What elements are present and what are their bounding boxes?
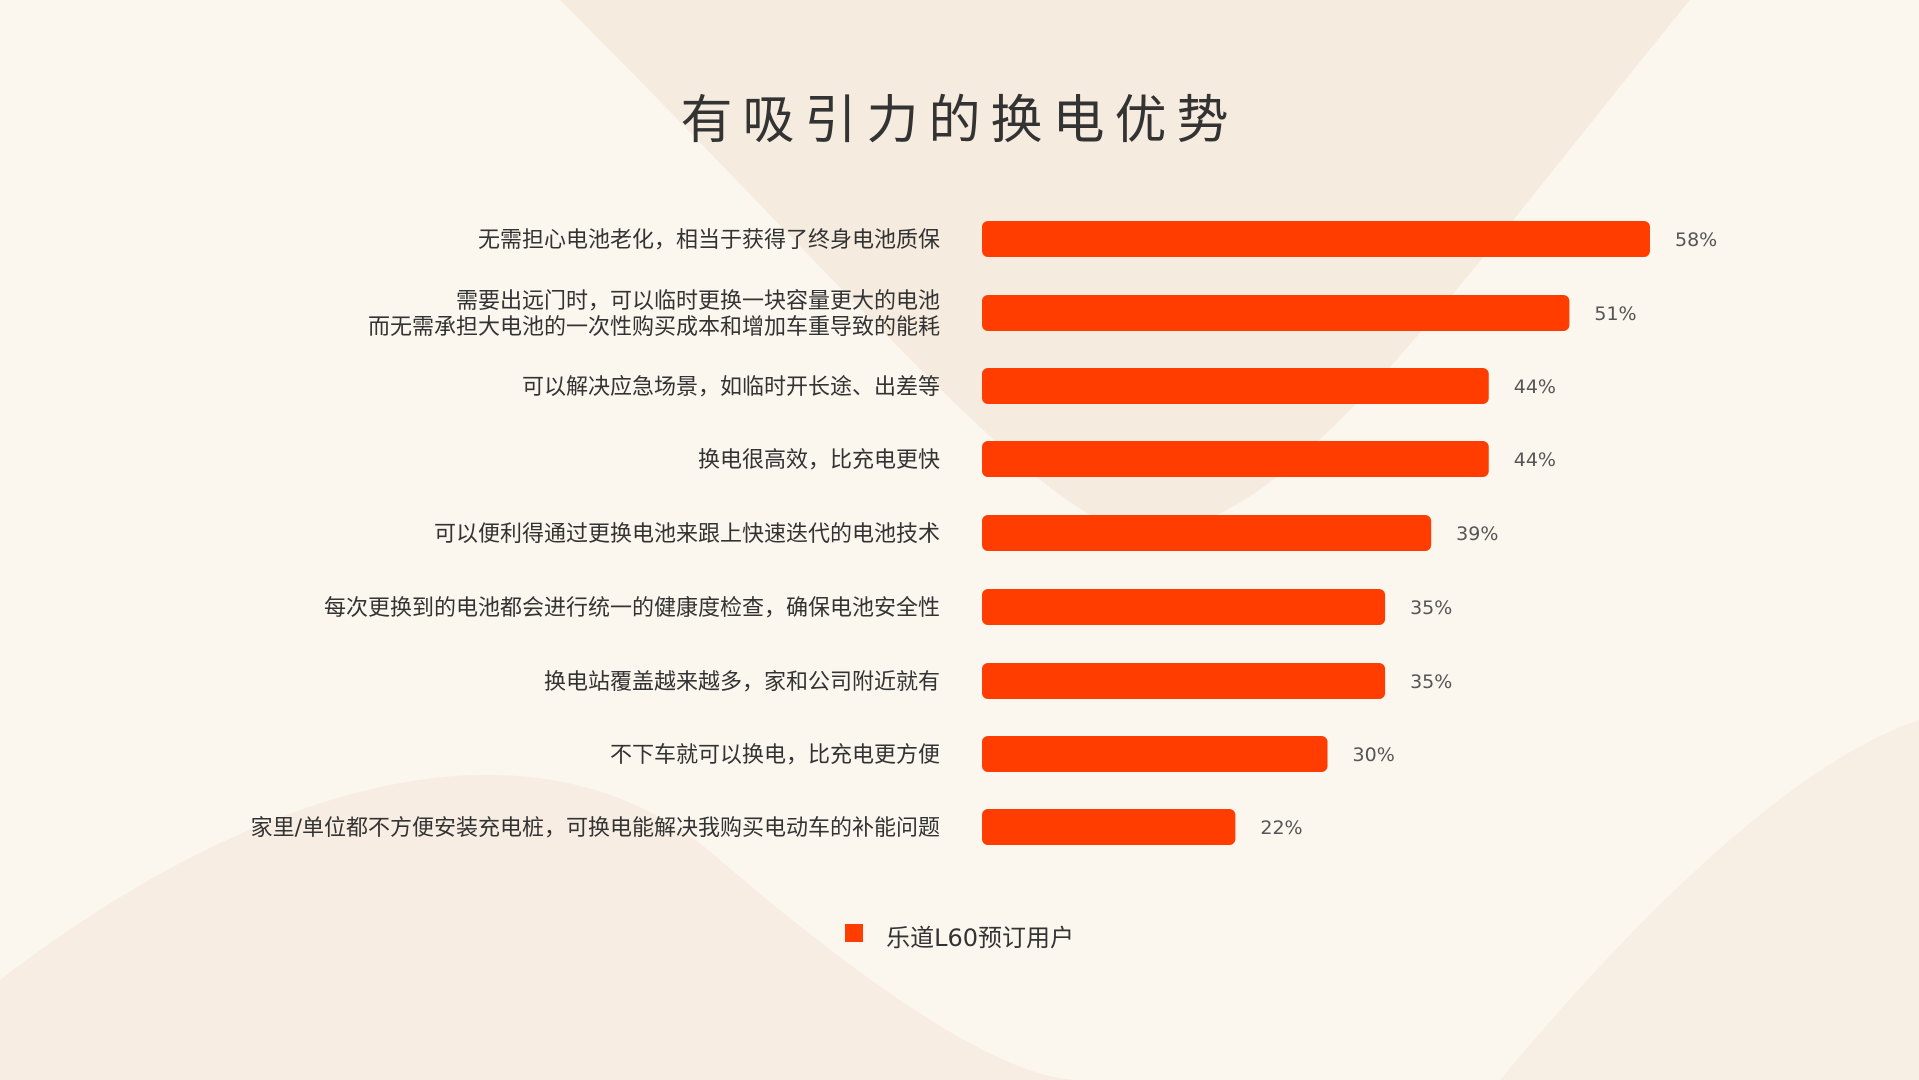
category-label-7: 不下车就可以换电，比充电更方便	[610, 743, 940, 768]
value-label-3: 44%	[1514, 449, 1556, 471]
bar-2	[982, 368, 1489, 404]
category-label-8: 家里/单位都不方便安装充电桩，可换电能解决我购买电动车的补能问题	[251, 816, 940, 841]
bar-8	[982, 809, 1236, 845]
legend-label: 乐道L60预订用户	[886, 924, 1074, 952]
bar-5	[982, 589, 1386, 625]
bar-4	[982, 515, 1432, 551]
category-label-5: 每次更换到的电池都会进行统一的健康度检查，确保电池安全性	[324, 596, 940, 621]
legend-swatch	[844, 923, 863, 942]
value-label-5: 35%	[1410, 597, 1452, 619]
category-label-4: 可以便利得通过更换电池来跟上快速迭代的电池技术	[434, 522, 940, 547]
legend: 乐道L60预订用户	[0, 918, 1919, 953]
value-label-2: 44%	[1514, 376, 1556, 398]
bar-3	[982, 441, 1489, 477]
value-label-1: 51%	[1594, 303, 1636, 325]
category-label-3: 换电很高效，比充电更快	[698, 448, 940, 473]
bar-1	[982, 295, 1570, 331]
category-label-0: 无需担心电池老化，相当于获得了终身电池质保	[478, 228, 940, 253]
value-label-4: 39%	[1456, 523, 1498, 545]
category-label-2: 可以解决应急场景，如临时开长途、出差等	[522, 375, 940, 400]
category-label-6: 换电站覆盖越来越多，家和公司附近就有	[544, 670, 940, 695]
bar-7	[982, 736, 1328, 772]
value-label-6: 35%	[1410, 671, 1452, 693]
category-label-1-line-1: 而无需承担大电池的一次性购买成本和增加车重导致的能耗	[368, 315, 940, 340]
category-label-1-line-0: 需要出远门时，可以临时更换一块容量更大的电池	[456, 289, 940, 314]
value-label-8: 22%	[1260, 817, 1302, 839]
bar-6	[982, 663, 1386, 699]
value-label-7: 30%	[1353, 744, 1395, 766]
value-label-0: 58%	[1675, 229, 1717, 251]
bar-0	[982, 221, 1650, 257]
page-title: 有吸引力的换电优势	[680, 91, 1239, 151]
